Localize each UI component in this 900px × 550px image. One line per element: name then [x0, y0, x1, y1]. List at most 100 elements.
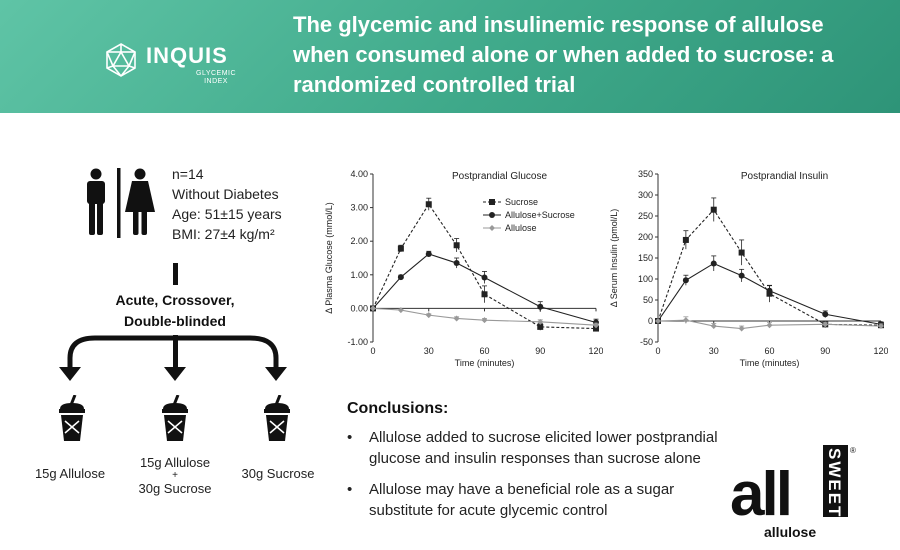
y-tick-label: 0.00 — [350, 303, 368, 313]
data-point — [537, 323, 544, 330]
y-tick-label: 150 — [638, 253, 653, 263]
series-line-sucrose — [657, 208, 882, 326]
data-point — [766, 287, 773, 294]
drink-cup-icon — [59, 395, 85, 441]
data-point — [738, 249, 745, 256]
x-tick-label: 60 — [764, 346, 774, 356]
data-point — [425, 201, 432, 208]
man-woman-restroom-icon — [87, 168, 155, 238]
logo-subtitle: GLYCEMIC INDEX — [196, 70, 236, 86]
y-tick-label: 1.00 — [350, 270, 368, 280]
x-tick-label: 120 — [873, 346, 888, 356]
data-point — [370, 305, 376, 312]
data-point — [481, 274, 488, 281]
y-tick-label: 2.00 — [350, 236, 368, 246]
inquis-logo: INQUIS GLYCEMIC INDEX — [104, 40, 244, 90]
legend-label: Allulose+Sucrose — [505, 210, 575, 220]
legend-marker — [489, 212, 495, 218]
data-point — [537, 303, 544, 310]
conclusion-text: Allulose may have a beneficial role as a… — [369, 481, 675, 519]
logo-sub-line-2: INDEX — [204, 78, 228, 85]
data-point — [481, 291, 488, 298]
data-point — [425, 312, 432, 319]
study-flow-diagram — [59, 263, 287, 381]
x-axis-label: Time (minutes) — [455, 358, 515, 368]
logo-sub-line-1: GLYCEMIC — [196, 70, 237, 77]
brand-sub: allulose — [764, 524, 816, 540]
y-axis-label: Δ Serum Insulin (pmol/L) — [609, 209, 619, 308]
data-point — [453, 260, 460, 267]
y-tick-label: 0 — [648, 316, 653, 326]
y-tick-label: 200 — [638, 232, 653, 242]
x-tick-label: 120 — [588, 346, 603, 356]
arrow-right — [265, 367, 287, 381]
x-tick-label: 60 — [479, 346, 489, 356]
data-point — [481, 317, 488, 324]
y-tick-label: 3.00 — [350, 203, 368, 213]
chart-title: Postprandial Glucose — [452, 171, 547, 182]
data-point — [682, 236, 689, 243]
conclusions-section: Conclusions: • Allulose added to sucrose… — [347, 400, 737, 531]
drink-cup-icon — [264, 395, 290, 441]
data-point — [682, 277, 689, 284]
y-tick-label: 350 — [638, 169, 653, 179]
design-line-2: Double-blinded — [124, 313, 226, 329]
branch-arrows — [67, 335, 279, 373]
header-banner: INQUIS GLYCEMIC INDEX The glycemic and i… — [0, 0, 900, 113]
legend-marker — [489, 199, 495, 205]
participant-info: n=14 Without Diabetes Age: 51±15 years B… — [172, 164, 282, 244]
y-tick-label: 4.00 — [350, 169, 368, 179]
arm-label-line: 15g Allulose — [139, 455, 211, 470]
x-tick-label: 90 — [820, 346, 830, 356]
data-point — [537, 318, 544, 325]
data-point — [655, 318, 661, 324]
data-point — [822, 321, 829, 328]
x-tick-label: 30 — [709, 346, 719, 356]
polyhedron-logo-icon — [106, 43, 136, 77]
x-tick-label: 0 — [370, 346, 375, 356]
title-line-1: The glycemic and insulinemic response of… — [293, 12, 824, 37]
conclusion-text: Allulose added to sucrose elicited lower… — [369, 429, 718, 467]
arm-label-combined: 15g Allulose + 30g Sucrose — [120, 455, 230, 497]
participant-age: Age: 51±15 years — [172, 206, 282, 222]
page-title: The glycemic and insulinemic response of… — [293, 10, 883, 100]
arm-label-sucrose: 30g Sucrose — [228, 466, 328, 482]
data-point — [425, 250, 432, 257]
arm-label-line: 15g Allulose — [34, 466, 106, 481]
connector-top — [173, 263, 178, 285]
conclusions-title: Conclusions: — [347, 400, 449, 417]
brand-vertical: SWEET — [825, 448, 844, 518]
design-line-1: Acute, Crossover, — [115, 292, 235, 308]
data-point — [710, 260, 717, 267]
arm-label-line: + — [172, 470, 178, 481]
x-axis-label: Time (minutes) — [740, 358, 800, 368]
data-point — [710, 323, 717, 330]
x-tick-label: 0 — [655, 346, 660, 356]
glucose-chart: -1.00 0.00 1.00 2.00 3.00 4.00 0 30 60 90 120 Time … — [324, 169, 603, 368]
data-point — [682, 317, 689, 324]
study-design: Acute, Crossover, Double-blinded — [80, 290, 270, 332]
data-point — [397, 307, 404, 314]
drink-cup-icon — [162, 395, 188, 441]
conclusion-item: • Allulose added to sucrose elicited low… — [347, 427, 737, 469]
x-tick-label: 90 — [535, 346, 545, 356]
legend-label: Sucrose — [505, 197, 538, 207]
title-line-2: when consumed alone or when added to suc… — [293, 42, 834, 67]
data-point — [766, 322, 773, 329]
brand-wordmark: all — [730, 460, 790, 529]
y-tick-label: 250 — [638, 211, 653, 221]
y-tick-label: -50 — [640, 337, 653, 347]
bullet-icon: • — [347, 429, 353, 446]
data-point — [397, 245, 404, 252]
participant-condition: Without Diabetes — [172, 186, 279, 202]
title-line-3: randomized controlled trial — [293, 72, 576, 97]
y-tick-label: 50 — [643, 295, 653, 305]
data-point — [710, 206, 717, 213]
data-point — [397, 274, 404, 281]
arrow-middle — [164, 367, 186, 381]
chart-title: Postprandial Insulin — [741, 171, 828, 182]
legend-marker — [489, 225, 495, 231]
arm-label-allulose: 15g Allulose — [20, 466, 120, 482]
conclusion-item: • Allulose may have a beneficial role as… — [347, 479, 737, 521]
